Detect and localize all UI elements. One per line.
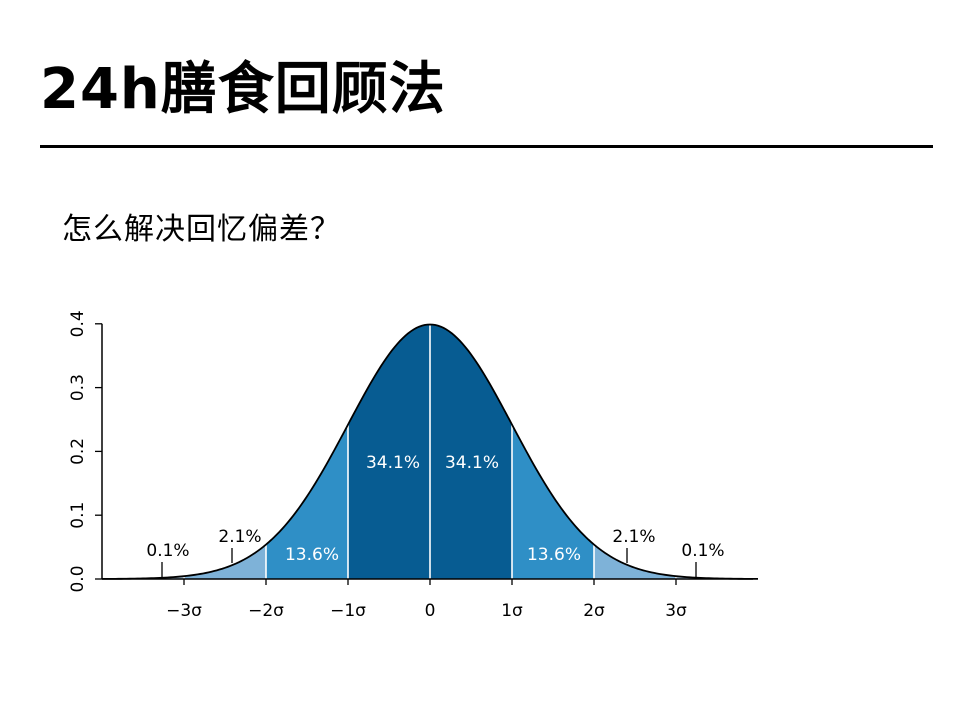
percent-label: 2.1% [612,527,655,547]
band-area-2 [348,324,430,579]
slide-title: 24h膳食回顾法 [40,57,446,122]
title-divider [40,145,933,148]
slide-subtitle: 怎么解决回忆偏差？ [62,212,341,247]
percent-label: 0.1% [146,541,189,561]
y-tick-label: 0.2 [68,438,88,465]
y-tick-label: 0.1 [68,502,88,529]
band-area-3 [430,324,512,579]
x-tick-label: −2σ [248,601,284,621]
percent-label: 13.6% [285,545,339,565]
x-tick-label: −3σ [166,601,202,621]
percent-label: 13.6% [527,545,581,565]
x-tick-label: 3σ [665,601,687,621]
band-area-0 [184,544,266,579]
axes-layer: −3σ −2σ −1σ 0 1σ 2σ 3σ 0.0 0.1 0.2 0.3 0.4 [68,310,753,621]
percent-label: 0.1% [681,541,724,561]
x-tick-label: −1σ [330,601,366,621]
percent-label: 34.1% [366,453,420,473]
y-tick-label: 0.0 [68,565,88,592]
labels-layer: 0.1% 2.1% 13.6% 34.1% 34.1% 13.6% 2.1% 0.1% [146,453,725,577]
percent-label: 34.1% [445,453,499,473]
band-area-5 [594,544,676,579]
density-curve [101,323,759,580]
y-tick-label: 0.3 [68,374,88,401]
percent-label: 2.1% [218,527,261,547]
y-tick-label: 0.4 [68,310,88,337]
x-tick-label: 0 [425,601,436,621]
x-tick-label: 1σ [501,601,523,621]
x-tick-label: 2σ [583,601,605,621]
